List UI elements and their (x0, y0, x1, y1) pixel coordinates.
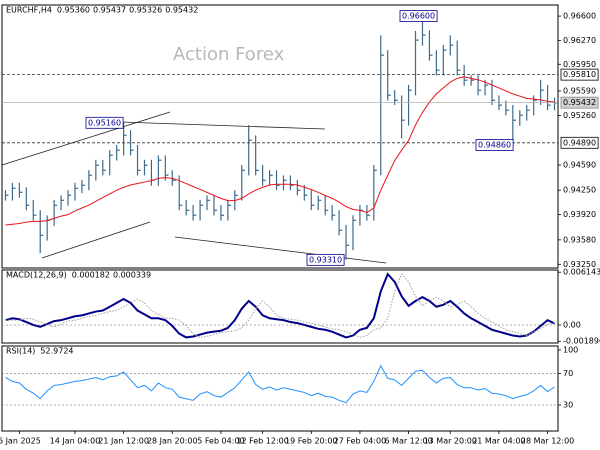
level-label-box (560, 68, 599, 81)
price-annotation: 0.96600 (402, 12, 435, 21)
price-annotation: 0.95160 (88, 118, 121, 127)
y-tick-label: -0.001896 (563, 337, 600, 346)
header-value: 0.95326 (129, 6, 162, 15)
level-label: 0.95810 (563, 70, 596, 79)
y-tick-label: 0.96600 (563, 12, 596, 21)
x-tick-label: 21 Jan 12:00 (98, 437, 149, 446)
watermark: Action Forex (173, 44, 285, 65)
x-tick-label: 6 Jan 2025 (0, 437, 41, 446)
y-tick-label: 100 (563, 345, 578, 354)
price-annotation-box (399, 10, 438, 23)
header-value: 0.95360 (57, 6, 90, 15)
y-tick-label: 0.96270 (563, 36, 596, 45)
x-tick-label: 5 Feb 04:00 (197, 437, 244, 446)
header-value: 0.000339 (113, 271, 151, 280)
last-price-label: 0.95432 (563, 98, 596, 107)
y-tick-label: 0.95590 (563, 86, 596, 95)
header-value: 0.95437 (93, 6, 126, 15)
price-annotation: 0.93310 (309, 255, 342, 264)
x-tick-label: 28 Mar 12:00 (521, 437, 574, 446)
price-panel (1, 4, 559, 269)
x-tick-label: 14 Jan 04:00 (50, 437, 101, 446)
x-tick-label: 28 Jan 20:00 (147, 437, 198, 446)
price-annotation-box (85, 116, 124, 129)
macd-panel (1, 269, 559, 344)
indicator-line (5, 272, 555, 339)
triangle-upper (119, 121, 326, 130)
level-label-box (560, 136, 599, 149)
y-tick-label: 0.93250 (563, 260, 596, 269)
y-tick-label: 0.93580 (563, 235, 596, 244)
x-tick-label: 12 Feb 12:00 (236, 437, 288, 446)
triangle-lower (174, 236, 387, 264)
x-tick-label: 19 Feb 20:00 (285, 437, 337, 446)
y-tick-label: 0.94250 (563, 186, 596, 195)
indicator-title: MACD(12,26,9) (6, 271, 67, 280)
y-tick-label: 0.95260 (563, 111, 596, 120)
last-price-label-box (560, 96, 599, 109)
indicator-line (5, 364, 555, 404)
level-label: 0.94890 (563, 138, 596, 147)
x-tick-label: 6 Mar 12:00 (384, 437, 432, 446)
header-value: 52.9724 (40, 347, 73, 356)
channel-lower (41, 221, 151, 259)
price-annotation: 0.94860 (478, 141, 511, 150)
y-tick-label: 0.00 (563, 320, 581, 329)
y-tick-label: 0.94590 (563, 161, 596, 170)
x-tick-label: 27 Feb 04:00 (334, 437, 386, 446)
price-annotation-box (306, 253, 345, 266)
y-tick-label: 0.006143 (563, 268, 600, 277)
indicator-title: EURCHF,H4 (6, 6, 52, 15)
moving-average (5, 76, 555, 226)
header-value: 0.000182 (72, 271, 110, 280)
y-tick-label: 70 (563, 369, 573, 378)
y-tick-label: 0.95950 (563, 60, 596, 69)
price-annotation-box (475, 139, 514, 151)
x-tick-label: 21 Mar 04:00 (472, 437, 525, 446)
x-tick-label: 13 Mar 20:00 (424, 437, 477, 446)
channel-upper (1, 111, 171, 166)
header-value: 0.95432 (165, 6, 198, 15)
y-tick-label: 30 (563, 401, 573, 410)
indicator-title: RSI(14) (6, 347, 35, 356)
rsi-panel (1, 345, 559, 432)
y-tick-label: 0.93920 (563, 210, 596, 219)
indicator-line (5, 273, 555, 338)
